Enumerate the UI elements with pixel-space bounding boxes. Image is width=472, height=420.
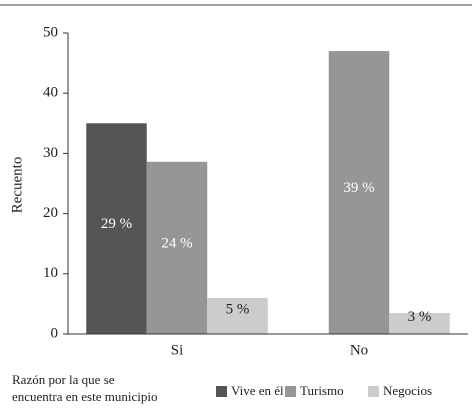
legend-title: Razón por la que se: [12, 372, 115, 387]
y-tick-label: 0: [51, 325, 59, 341]
bar: [328, 51, 390, 335]
y-tick-label: 30: [43, 145, 58, 161]
data-label: 24 %: [161, 235, 192, 251]
legend-swatch: [216, 386, 227, 397]
y-tick-label: 50: [43, 24, 58, 40]
data-label: 39 %: [343, 180, 374, 196]
data-label: 5 %: [226, 301, 250, 317]
x-tick-label: No: [350, 342, 368, 358]
legend-swatch: [368, 386, 379, 397]
data-label: 29 %: [101, 216, 132, 232]
y-tick-label: 40: [43, 85, 58, 101]
bar: [146, 161, 208, 334]
bar: [207, 297, 268, 334]
legend-swatch: [285, 386, 296, 397]
legend-label: Vive en él: [231, 383, 284, 398]
data-label: 3 %: [408, 309, 432, 325]
y-tick-label: 10: [43, 265, 58, 281]
bar: [389, 312, 450, 334]
legend-title: encuentra en este municipio: [12, 389, 157, 404]
legend-label: Negocios: [383, 383, 432, 398]
x-tick-label: Si: [171, 342, 184, 358]
y-axis-label: Recuento: [9, 157, 25, 214]
legend-label: Turismo: [300, 383, 344, 398]
bar: [86, 123, 147, 334]
y-tick-label: 20: [43, 205, 58, 221]
